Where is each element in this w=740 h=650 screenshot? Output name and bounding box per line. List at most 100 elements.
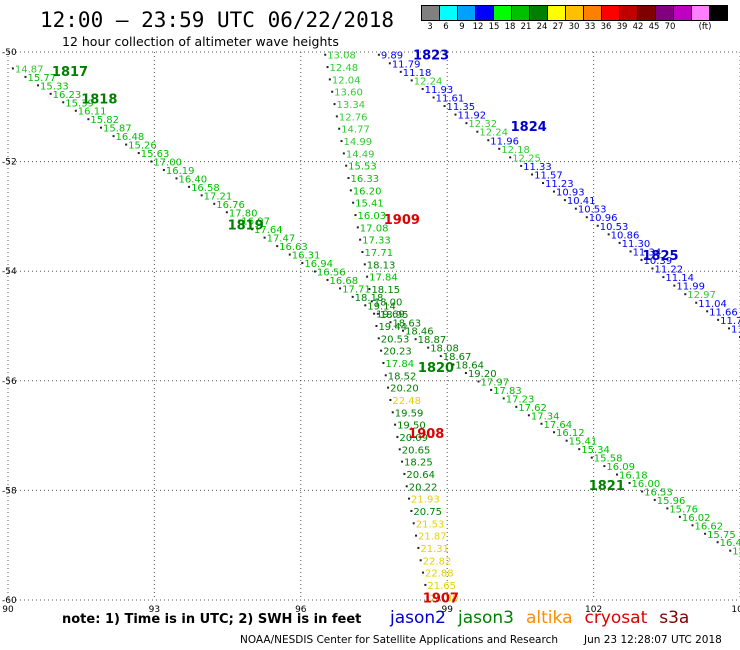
swh-value-label: 11.23: [545, 179, 574, 190]
swh-value-label: 12.24: [479, 128, 508, 139]
track-time-label: 1820: [418, 361, 454, 376]
track-point: [373, 312, 376, 315]
track-point: [338, 127, 341, 130]
track-point: [188, 185, 191, 188]
track-point: [399, 70, 402, 73]
swh-value-label: 20.75: [413, 507, 442, 518]
track-point: [375, 325, 378, 327]
track-time-label: 1908: [408, 427, 444, 442]
track-point: [347, 177, 350, 180]
track-time-label: 1907: [423, 591, 459, 606]
y-tick-label: -52: [2, 158, 17, 168]
satellite-jason3: jason3: [458, 608, 514, 628]
track-point: [452, 363, 455, 366]
swh-value-label: 18.15: [371, 285, 400, 296]
track-point: [618, 241, 621, 244]
swh-value-label: 11.30: [622, 239, 651, 250]
swh-value-label: 11.35: [447, 102, 476, 113]
track-point: [402, 329, 405, 332]
swh-value-label: 16.97: [241, 217, 270, 228]
track-point: [419, 559, 422, 562]
swh-value-label: 11.66: [709, 307, 738, 318]
swh-value-label: 22.88: [425, 569, 454, 580]
track-point: [349, 189, 352, 192]
x-tick-label: 99: [441, 605, 453, 615]
swh-value-label: 17.83: [493, 386, 522, 397]
swh-value-label: 16.53: [644, 487, 673, 498]
track-point: [432, 96, 435, 99]
swh-value-label: 17.00: [153, 158, 182, 169]
track-point: [331, 90, 334, 93]
track-point: [684, 293, 687, 296]
track-point: [585, 216, 588, 219]
x-tick-label: 90: [2, 605, 14, 615]
track-point: [465, 122, 468, 125]
swh-value-label: 11.57: [534, 170, 563, 181]
swh-value-label: 15.34: [581, 445, 610, 456]
swh-value-label: 20.65: [402, 445, 431, 456]
track-point: [651, 267, 654, 270]
track-point: [387, 386, 390, 389]
track-point: [87, 118, 90, 121]
swh-value-label: 19.69: [376, 310, 405, 321]
satellite-altika: altika: [526, 608, 573, 628]
track-point: [49, 92, 52, 95]
swh-value-label: 16.44: [720, 538, 740, 549]
track-point: [527, 414, 530, 417]
x-tick-label: 96: [295, 605, 307, 615]
track-point: [213, 202, 216, 205]
swh-value-label: 22.82: [423, 556, 452, 567]
legend-label: 3: [427, 22, 433, 32]
swh-value-label: 16.00: [632, 479, 661, 490]
track-point: [424, 583, 427, 586]
track-point: [11, 67, 14, 70]
track-point: [502, 397, 505, 400]
track-point: [640, 258, 643, 261]
swh-value-label: 10.96: [589, 213, 618, 224]
swh-value-label: 15.77: [27, 73, 56, 84]
track-point: [354, 214, 357, 217]
track-point: [162, 168, 165, 171]
track-point: [565, 439, 568, 442]
track-point: [37, 84, 40, 87]
swh-value-label: 11.92: [457, 111, 486, 122]
track-point: [398, 448, 401, 451]
track-point: [415, 534, 418, 537]
track-point: [200, 194, 203, 197]
legend-label: 42: [632, 22, 644, 32]
swh-value-label: 17.71: [364, 248, 393, 259]
legend-label: 21: [520, 22, 532, 32]
swh-value-label: 19.20: [468, 369, 497, 380]
track-point: [695, 301, 698, 304]
swh-value-label: 15.41: [732, 547, 740, 558]
track-point: [629, 250, 632, 253]
track-point: [487, 139, 490, 142]
track-point: [356, 226, 359, 229]
legend-label: 39: [616, 22, 628, 32]
track-time-label: 1819: [228, 219, 264, 234]
track-point: [74, 109, 77, 112]
track-point: [389, 321, 392, 324]
track-point: [359, 238, 362, 241]
track-time-label: 1823: [413, 49, 449, 64]
y-tick-label: -60: [2, 596, 17, 606]
swh-value-label: 21.93: [411, 495, 440, 506]
swh-value-label: 16.09: [606, 462, 635, 473]
track-time-label: 1825: [642, 249, 678, 264]
swh-value-label: 15.41: [355, 199, 384, 210]
legend-label: 15: [488, 22, 500, 32]
swh-value-label: 11.93: [425, 85, 454, 96]
y-tick-label: -58: [2, 486, 17, 496]
track-point: [603, 465, 606, 468]
track-point: [345, 164, 348, 167]
track-point: [263, 236, 266, 239]
swh-value-label: 17.08: [360, 223, 389, 234]
color-scale-labels: 3 6 9 12 15 18 21 24 27 30 33 36 39 42 45 70 (ft): [422, 22, 716, 32]
swh-value-label: 18.87: [418, 335, 447, 346]
track-point: [333, 103, 336, 106]
swh-value-label: 12.04: [332, 75, 361, 86]
swh-value-label: 11.77: [720, 316, 740, 327]
swh-value-label: 16.48: [116, 132, 145, 143]
track-point: [596, 224, 599, 227]
track-point: [377, 337, 380, 340]
